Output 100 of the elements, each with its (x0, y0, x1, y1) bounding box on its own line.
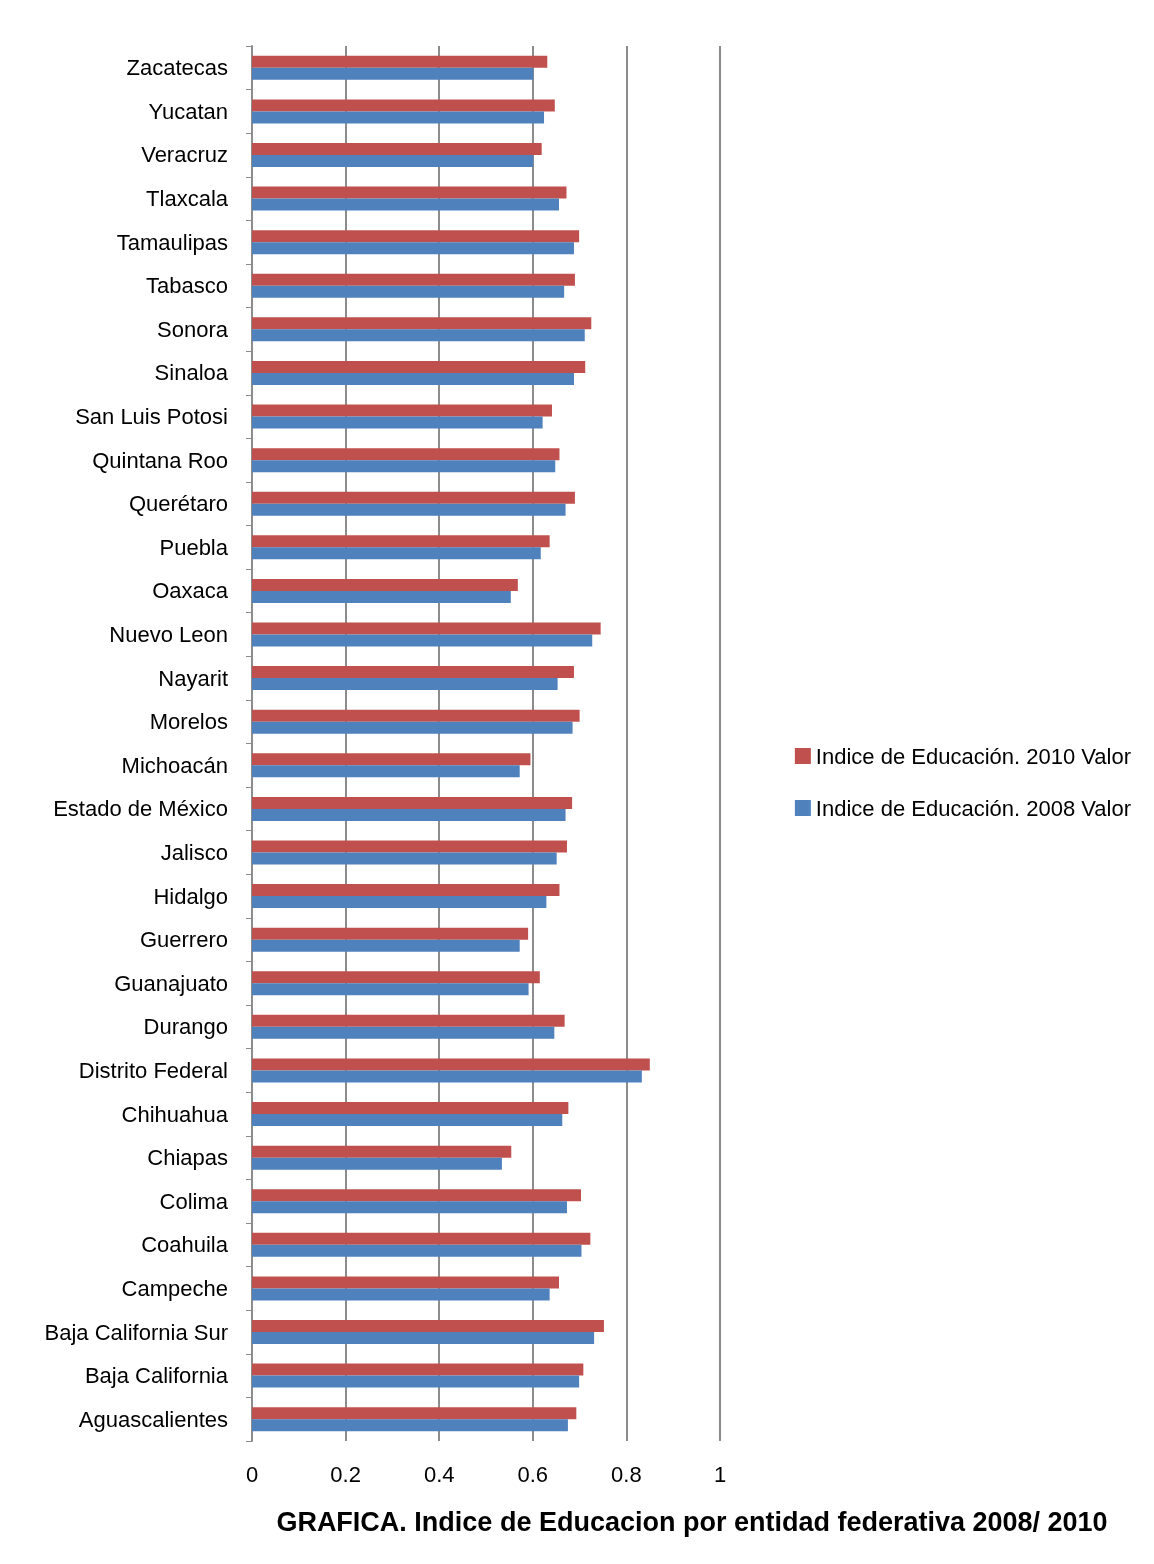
y-tick-label: Distrito Federal (78, 1057, 228, 1083)
bar (252, 198, 560, 211)
bar (252, 1102, 569, 1115)
bar (252, 448, 560, 461)
y-tick-label: Chihuahua (121, 1101, 229, 1127)
bar (252, 360, 586, 373)
bar (252, 329, 585, 342)
bar (252, 535, 550, 548)
bar (252, 971, 540, 984)
y-tick-label: Zacatecas (126, 55, 228, 81)
bar (252, 491, 575, 504)
y-tick-label: Nayarit (158, 665, 228, 691)
y-tick-label: Morelos (149, 709, 228, 735)
bar (252, 1189, 581, 1202)
bar (252, 852, 557, 865)
bar (252, 1276, 560, 1289)
y-tick-label: San Luis Potosi (75, 404, 228, 430)
bar (252, 1145, 512, 1158)
bar (252, 1375, 580, 1388)
bar (252, 622, 601, 635)
y-tick-label: Estado de México (53, 796, 228, 822)
y-tick-label: Jalisco (160, 839, 228, 865)
bar (252, 1114, 563, 1127)
bar (252, 1288, 550, 1301)
bar (252, 896, 547, 909)
y-tick-label: Puebla (159, 534, 229, 560)
bar (252, 753, 531, 766)
bar (252, 99, 555, 112)
bar (252, 808, 566, 821)
y-tick-label: Guanajuato (114, 970, 228, 996)
bar (252, 317, 592, 330)
y-tick-label: Yucatan (148, 98, 228, 124)
bar (252, 1244, 582, 1257)
bar (252, 1363, 584, 1376)
y-tick-label: Sinaloa (154, 360, 229, 386)
bar (252, 460, 556, 473)
x-tick-label: 1 (713, 1461, 727, 1487)
bar (252, 983, 529, 996)
bar (252, 142, 542, 155)
y-tick-label: Guerrero (139, 927, 228, 953)
bar (252, 55, 548, 68)
bar (252, 634, 593, 647)
x-tick-label: 0 (245, 1461, 259, 1487)
y-tick-label: Coahuila (141, 1232, 229, 1258)
y-tick-label: Sonora (157, 316, 229, 342)
bar (252, 765, 520, 778)
y-tick-label: Aguascalientes (78, 1406, 228, 1432)
bar (252, 503, 566, 516)
bar (252, 1157, 502, 1170)
x-tick-label: 0.6 (517, 1461, 549, 1487)
x-tick-label: 0.2 (330, 1461, 361, 1487)
bar (252, 1232, 591, 1245)
bar (252, 230, 580, 243)
bar (252, 416, 543, 429)
y-tick-label: Nuevo Leon (109, 622, 228, 648)
y-tick-label: Quintana Roo (92, 447, 228, 473)
bar (252, 927, 529, 940)
y-tick-label: Baja California (84, 1363, 229, 1389)
bar (252, 840, 567, 853)
bar (252, 709, 580, 722)
bar (252, 285, 565, 298)
bar (252, 721, 573, 734)
bar (252, 796, 573, 809)
x-tick-label: 0.4 (423, 1461, 455, 1487)
y-tick-label: Baja California Sur (44, 1319, 228, 1345)
bar (252, 1419, 568, 1432)
legend-label: Indice de Educación. 2010 Valor (815, 743, 1132, 769)
bar (252, 578, 518, 591)
bar (252, 1070, 642, 1083)
bar (252, 1320, 604, 1333)
y-tick-label: Durango (143, 1014, 228, 1040)
bar (252, 404, 552, 417)
y-tick-label: Tabasco (146, 273, 228, 299)
y-tick-label: Tlaxcala (146, 186, 229, 212)
bar (252, 666, 574, 679)
bar (252, 273, 575, 286)
bar (252, 939, 520, 952)
bar (252, 1058, 650, 1071)
y-tick-label: Michoacán (121, 752, 228, 778)
y-tick-label: Oaxaca (152, 578, 229, 604)
text: GRAFICA. Indice de Educacion por entidad federativa 2008/ 2010 (276, 1506, 1108, 1537)
bar (252, 1407, 577, 1420)
y-tick-label: Veracruz (141, 142, 228, 168)
y-tick-label: Tamaulipas (116, 229, 228, 255)
x-tick-label: 0.8 (611, 1461, 642, 1487)
bar (252, 372, 574, 385)
bar (252, 154, 534, 167)
y-tick-label: Querétaro (128, 491, 228, 517)
bar (252, 590, 511, 603)
bar (252, 67, 534, 80)
y-tick-label: Colima (159, 1188, 229, 1214)
bar (252, 678, 558, 691)
legend-label: Indice de Educación. 2008 Valor (815, 795, 1132, 821)
bar (252, 1201, 567, 1214)
y-tick-label: Chiapas (147, 1145, 228, 1171)
bar (252, 111, 545, 124)
bar (252, 884, 560, 897)
bar (252, 547, 541, 560)
bar (252, 1332, 595, 1345)
y-tick-label: Campeche (121, 1275, 228, 1301)
